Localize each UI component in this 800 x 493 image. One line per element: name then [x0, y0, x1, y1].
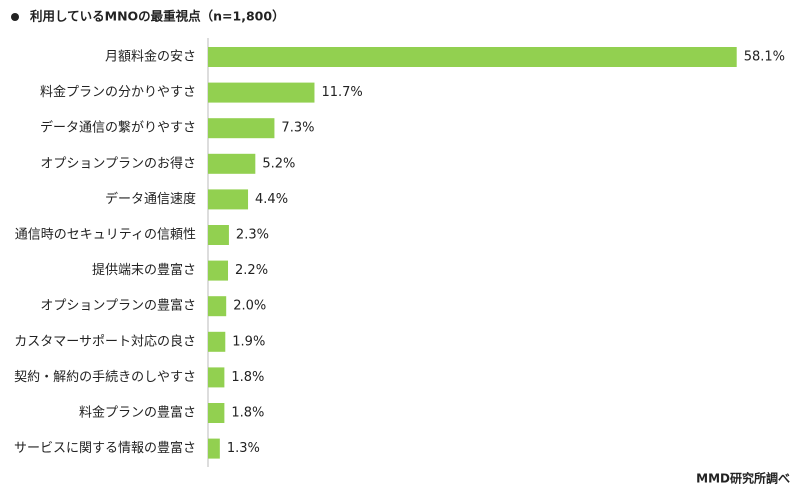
category-label: オプションプランのお得さ	[40, 155, 196, 171]
bar	[208, 296, 227, 317]
bar	[208, 260, 229, 281]
category-label: 月額料金の安さ	[105, 49, 196, 65]
bar	[208, 47, 737, 67]
value-label: 11.7%	[321, 85, 362, 100]
chart-title: 利用しているMNOの最重視点（n=1,800）	[30, 9, 285, 24]
bar	[208, 367, 225, 388]
bar	[208, 403, 225, 423]
category-label: 料金プランの分かりやすさ	[40, 84, 196, 100]
value-label: 5.2%	[262, 156, 295, 171]
value-label: 1.8%	[231, 406, 264, 421]
value-label: 1.8%	[231, 370, 264, 385]
value-label: 2.3%	[236, 228, 269, 243]
value-label: 58.1%	[744, 50, 785, 65]
category-label: データ通信の繋がりやすさ	[40, 120, 196, 136]
category-label: 提供端末の豊富さ	[92, 262, 196, 278]
value-label: 1.3%	[227, 441, 260, 456]
category-label: 通信時のセキュリティの信頼性	[15, 228, 196, 243]
bar	[208, 189, 249, 210]
category-label: 契約・解約の手続きのしやすさ	[14, 370, 196, 385]
value-label: 4.4%	[255, 192, 288, 207]
bar	[208, 118, 275, 139]
category-label: サービスに関する情報の豊富さ	[14, 440, 196, 456]
bar	[208, 438, 220, 459]
bar	[208, 153, 256, 174]
bar	[208, 225, 229, 245]
source: MMD研究所調べ	[696, 471, 790, 486]
bar	[208, 331, 226, 352]
value-label: 7.3%	[281, 121, 314, 136]
value-label: 2.0%	[233, 299, 266, 314]
bar	[208, 82, 315, 103]
value-label: 2.2%	[235, 263, 268, 278]
title-bullet	[11, 13, 19, 21]
category-label: オプションプランの豊富さ	[40, 298, 196, 314]
category-label: 料金プランの豊富さ	[79, 405, 196, 421]
value-label: 1.9%	[232, 334, 265, 349]
category-label: カスタマーサポート対応の良さ	[14, 333, 196, 349]
category-label: データ通信速度	[105, 191, 196, 207]
